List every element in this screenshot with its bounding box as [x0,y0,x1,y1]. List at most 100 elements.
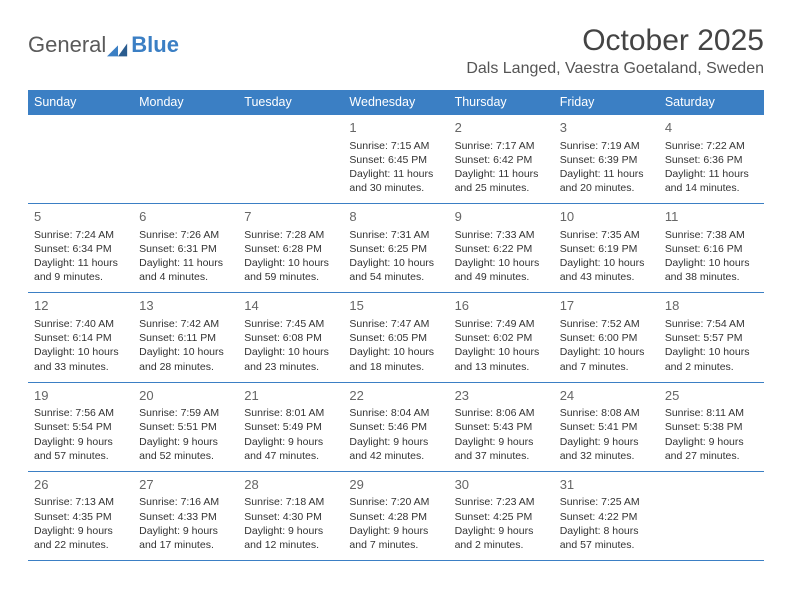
sunrise-line: Sunrise: 7:40 AM [34,317,127,331]
day-of-week-row: SundayMondayTuesdayWednesdayThursdayFrid… [28,90,764,115]
sunset-line: Sunset: 4:33 PM [139,510,232,524]
header: General Blue October 2025 Dals Langed, V… [28,24,764,84]
sunrise-line: Sunrise: 7:24 AM [34,228,127,242]
sunrise-line: Sunrise: 7:17 AM [455,139,548,153]
day-number: 18 [665,297,758,315]
dow-cell: Saturday [659,90,764,115]
sunrise-line: Sunrise: 7:47 AM [349,317,442,331]
sunset-line: Sunset: 5:46 PM [349,420,442,434]
daylight-line: Daylight: 9 hours and 47 minutes. [244,435,337,463]
sunrise-line: Sunrise: 7:52 AM [560,317,653,331]
dow-cell: Wednesday [343,90,448,115]
sunset-line: Sunset: 4:25 PM [455,510,548,524]
day-cell: 2Sunrise: 7:17 AMSunset: 6:42 PMDaylight… [449,115,554,204]
sunset-line: Sunset: 5:38 PM [665,420,758,434]
day-number: 30 [455,476,548,494]
day-cell: 5 Sunrise: 7:24 AMSunset: 6:34 PMDaylight… [28,204,133,293]
daylight-line: Daylight: 9 hours and 57 minutes. [34,435,127,463]
logo-text-general: General [28,32,106,58]
day-cell: 18 Sunrise: 7:54 AMSunset: 5:57 PMDayligh… [659,293,764,382]
day-number: 11 [665,208,758,226]
daylight-line: Daylight: 10 hours and 38 minutes. [665,256,758,284]
dow-cell: Monday [133,90,238,115]
daylight-line: Daylight: 10 hours and 59 minutes. [244,256,337,284]
day-cell: 15Sunrise: 7:47 AMSunset: 6:05 PMDayligh… [343,293,448,382]
daylight-line: Daylight: 10 hours and 2 minutes. [665,345,758,373]
week-row: 19Sunrise: 7:56 AMSunset: 5:54 PMDayligh… [28,382,764,471]
sunrise-line: Sunrise: 7:38 AM [665,228,758,242]
calendar-page: General Blue October 2025 Dals Langed, V… [0,0,792,585]
day-details: Sunrise: 7:59 AMSunset: 5:51 PMDaylight:… [139,406,232,463]
day-number: 31 [560,476,653,494]
day-number: 29 [349,476,442,494]
sunset-line: Sunset: 6:08 PM [244,331,337,345]
sunrise-line: Sunrise: 7:23 AM [455,495,548,509]
sunset-line: Sunset: 6:22 PM [455,242,548,256]
sunset-line: Sunset: 4:30 PM [244,510,337,524]
day-number: 23 [455,387,548,405]
day-details: Sunrise: 7:22 AMSunset: 6:36 PMDaylight:… [665,139,758,196]
day-cell: 23Sunrise: 8:06 AMSunset: 5:43 PMDayligh… [449,382,554,471]
daylight-line: Daylight: 11 hours and 30 minutes. [349,167,442,195]
day-details: Sunrise: 7:47 AMSunset: 6:05 PMDaylight:… [349,317,442,374]
day-cell: 31Sunrise: 7:25 AMSunset: 4:22 PMDayligh… [554,471,659,560]
calendar-table: SundayMondayTuesdayWednesdayThursdayFrid… [28,90,764,561]
daylight-line: Daylight: 11 hours and 14 minutes. [665,167,758,195]
day-cell: 3Sunrise: 7:19 AMSunset: 6:39 PMDaylight… [554,115,659,204]
sunrise-line: Sunrise: 7:16 AM [139,495,232,509]
day-cell: 28Sunrise: 7:18 AMSunset: 4:30 PMDayligh… [238,471,343,560]
daylight-line: Daylight: 9 hours and 32 minutes. [560,435,653,463]
day-details: Sunrise: 7:24 AMSunset: 6:34 PMDaylight:… [34,228,127,285]
sunrise-line: Sunrise: 7:42 AM [139,317,232,331]
day-number: 19 [34,387,127,405]
day-details: Sunrise: 7:42 AMSunset: 6:11 PMDaylight:… [139,317,232,374]
daylight-line: Daylight: 9 hours and 12 minutes. [244,524,337,552]
logo: General Blue [28,24,179,58]
daylight-line: Daylight: 11 hours and 9 minutes. [34,256,127,284]
day-details: Sunrise: 7:16 AMSunset: 4:33 PMDaylight:… [139,495,232,552]
dow-cell: Friday [554,90,659,115]
day-details: Sunrise: 7:26 AMSunset: 6:31 PMDaylight:… [139,228,232,285]
daylight-line: Daylight: 10 hours and 13 minutes. [455,345,548,373]
day-cell: 20Sunrise: 7:59 AMSunset: 5:51 PMDayligh… [133,382,238,471]
day-number: 13 [139,297,232,315]
week-row: 5 Sunrise: 7:24 AMSunset: 6:34 PMDaylight… [28,204,764,293]
daylight-line: Daylight: 9 hours and 2 minutes. [455,524,548,552]
sunset-line: Sunset: 5:41 PM [560,420,653,434]
daylight-line: Daylight: 9 hours and 22 minutes. [34,524,127,552]
daylight-line: Daylight: 10 hours and 54 minutes. [349,256,442,284]
sunset-line: Sunset: 6:05 PM [349,331,442,345]
day-cell: 21Sunrise: 8:01 AMSunset: 5:49 PMDayligh… [238,382,343,471]
day-cell [133,115,238,204]
day-cell: 1Sunrise: 7:15 AMSunset: 6:45 PMDaylight… [343,115,448,204]
day-number: 4 [665,119,758,137]
daylight-line: Daylight: 8 hours and 57 minutes. [560,524,653,552]
day-number: 21 [244,387,337,405]
sunset-line: Sunset: 6:39 PM [560,153,653,167]
sunrise-line: Sunrise: 8:11 AM [665,406,758,420]
day-cell [238,115,343,204]
day-number: 14 [244,297,337,315]
day-number: 16 [455,297,548,315]
day-details: Sunrise: 8:01 AMSunset: 5:49 PMDaylight:… [244,406,337,463]
sunrise-line: Sunrise: 7:15 AM [349,139,442,153]
sunrise-line: Sunrise: 7:20 AM [349,495,442,509]
sunset-line: Sunset: 6:11 PM [139,331,232,345]
day-number: 5 [34,208,127,226]
sunset-line: Sunset: 6:19 PM [560,242,653,256]
sunrise-line: Sunrise: 7:26 AM [139,228,232,242]
day-details: Sunrise: 7:20 AMSunset: 4:28 PMDaylight:… [349,495,442,552]
sunrise-line: Sunrise: 7:49 AM [455,317,548,331]
sunset-line: Sunset: 4:28 PM [349,510,442,524]
sunset-line: Sunset: 6:28 PM [244,242,337,256]
day-details: Sunrise: 8:04 AMSunset: 5:46 PMDaylight:… [349,406,442,463]
day-details: Sunrise: 7:18 AMSunset: 4:30 PMDaylight:… [244,495,337,552]
daylight-line: Daylight: 9 hours and 7 minutes. [349,524,442,552]
day-number: 1 [349,119,442,137]
day-details: Sunrise: 7:54 AMSunset: 5:57 PMDaylight:… [665,317,758,374]
sunset-line: Sunset: 6:31 PM [139,242,232,256]
sunset-line: Sunset: 5:49 PM [244,420,337,434]
day-cell: 9Sunrise: 7:33 AMSunset: 6:22 PMDaylight… [449,204,554,293]
day-details: Sunrise: 7:17 AMSunset: 6:42 PMDaylight:… [455,139,548,196]
day-details: Sunrise: 7:52 AMSunset: 6:00 PMDaylight:… [560,317,653,374]
